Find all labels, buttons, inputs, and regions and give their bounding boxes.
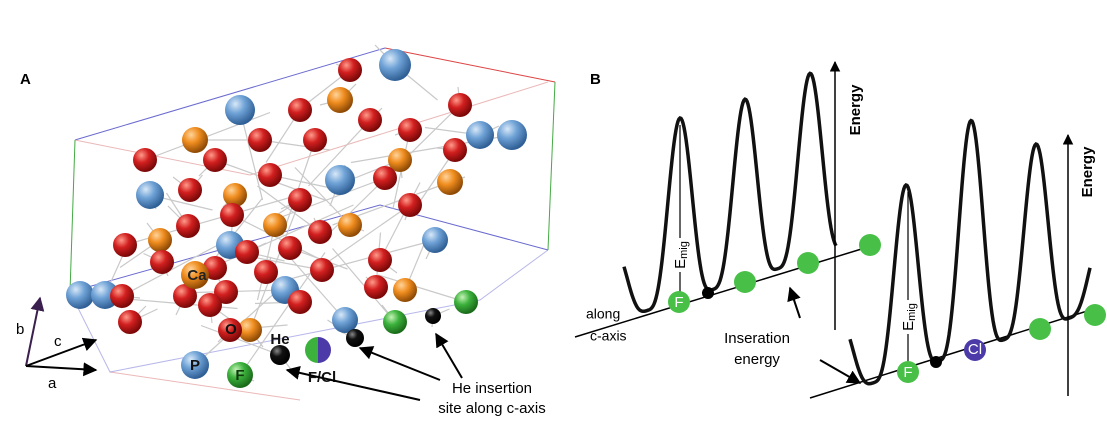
atom (338, 58, 362, 82)
atom (398, 118, 422, 142)
symbol: E (900, 321, 917, 331)
atom (358, 108, 382, 132)
ion-site (1084, 304, 1106, 326)
symbol: E (672, 259, 689, 269)
atom (325, 165, 355, 195)
ion-site (930, 356, 942, 368)
atom (379, 49, 411, 81)
atom (254, 260, 278, 284)
atom (263, 213, 287, 237)
subscript: mig (906, 303, 918, 321)
atom (437, 169, 463, 195)
axis-label: along (586, 306, 620, 322)
ion-label: Cl (968, 341, 982, 358)
atom (150, 250, 174, 274)
axis-label: c-axis (590, 328, 627, 344)
atom (258, 163, 282, 187)
axis-title: Energy (1079, 146, 1096, 198)
atom (338, 213, 362, 237)
atom (346, 329, 364, 347)
panel-label: B (590, 71, 601, 88)
insertion-arrows (790, 288, 860, 383)
atom (136, 181, 164, 209)
atom (203, 148, 227, 172)
panel-label: A (20, 71, 31, 88)
atom (66, 281, 94, 309)
atom (182, 127, 208, 153)
atoms (66, 49, 527, 388)
atom-label: He (270, 331, 289, 348)
subscript: mig (678, 241, 690, 259)
atom (288, 290, 312, 314)
annotation: He insertion (452, 380, 532, 397)
ion-label: F (674, 294, 683, 311)
axis-title: Energy (847, 84, 864, 136)
atom (270, 345, 290, 365)
ion-site (734, 271, 756, 293)
atom (110, 284, 134, 308)
atom (398, 193, 422, 217)
ion-site (797, 252, 819, 274)
atom-label: F (235, 367, 244, 384)
atom (235, 240, 259, 264)
atom (178, 178, 202, 202)
ion-site (859, 234, 881, 256)
ion-label: F (903, 364, 912, 381)
bond (283, 140, 316, 235)
atom-label: P (190, 357, 200, 374)
atom (383, 310, 407, 334)
atom-f-half (305, 337, 318, 363)
atom (466, 121, 494, 149)
atom-label: Ca (187, 267, 207, 284)
atom (368, 248, 392, 272)
panel-a: A Ca O P F He F/Cl a b c (16, 45, 555, 417)
energy-curve (624, 73, 836, 311)
bond (378, 275, 466, 302)
axis-label: c (54, 333, 62, 350)
atom (454, 290, 478, 314)
atom (303, 128, 327, 152)
atom (198, 293, 222, 317)
ion-site (702, 287, 714, 299)
atom (308, 220, 332, 244)
atom (497, 120, 527, 150)
atom (393, 278, 417, 302)
atom-cl-half (318, 337, 331, 363)
atom (448, 93, 472, 117)
axis-label: b (16, 321, 24, 338)
atom (422, 227, 448, 253)
emig-label: Emig (672, 241, 690, 269)
atom (443, 138, 467, 162)
atom-label: O (225, 321, 237, 338)
atom (220, 203, 244, 227)
atom (133, 148, 157, 172)
atom (118, 310, 142, 334)
atom (364, 275, 388, 299)
atom (113, 233, 137, 257)
emig-label: Emig (900, 303, 918, 331)
atom (278, 236, 302, 260)
bonds (80, 45, 512, 381)
panel-b: B Energy Energy Emig Emig along c-axis F… (575, 62, 1106, 398)
atom (310, 258, 334, 282)
insertion-label: Inseration (724, 330, 790, 347)
insertion-label: energy (734, 351, 780, 368)
ion-site (1029, 318, 1051, 340)
atom (225, 95, 255, 125)
c-axis-line (575, 247, 868, 337)
figure: A Ca O P F He F/Cl a b c (0, 0, 1107, 435)
atom (248, 128, 272, 152)
atom (373, 166, 397, 190)
atom (288, 188, 312, 212)
axis-label: a (48, 375, 57, 392)
atom (176, 214, 200, 238)
annotation: site along c-axis (438, 400, 546, 417)
atom (148, 228, 172, 252)
atom (327, 87, 353, 113)
atom (288, 98, 312, 122)
atom (425, 308, 441, 324)
